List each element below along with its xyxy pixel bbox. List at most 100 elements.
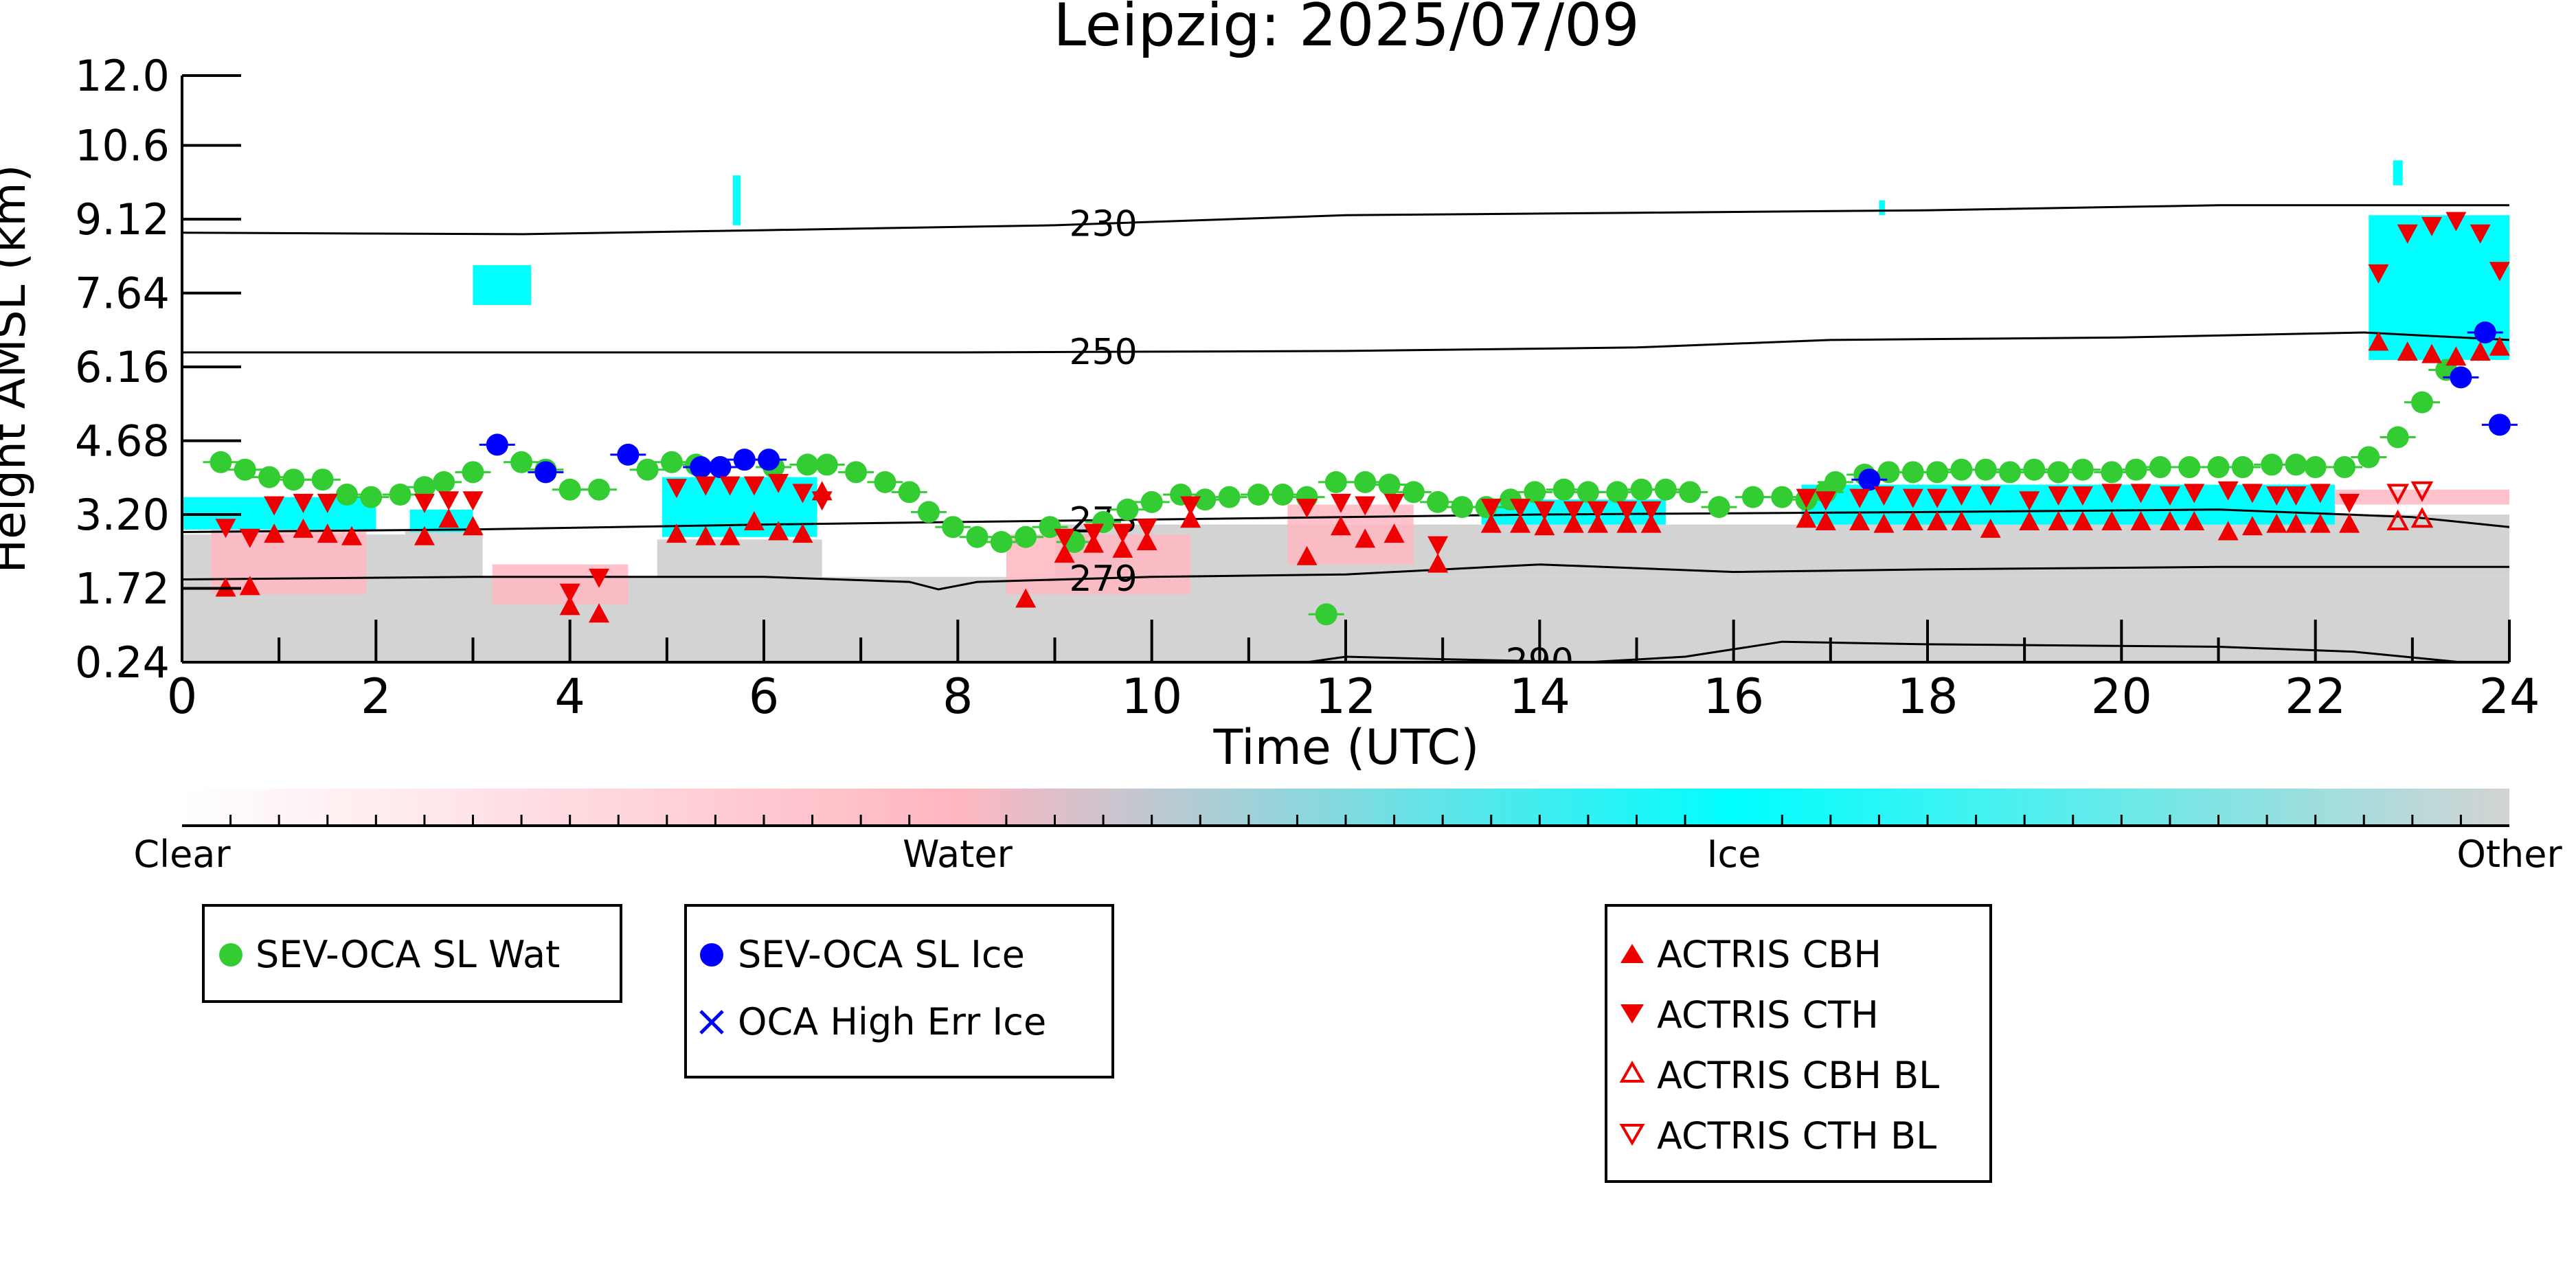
- legend-marker-oca-high-err-ice: [699, 1010, 724, 1035]
- point: [282, 468, 305, 491]
- point: [2047, 461, 2070, 484]
- point: [1378, 473, 1401, 496]
- point: [796, 453, 819, 476]
- point: [811, 491, 833, 511]
- point: [690, 456, 712, 479]
- contour-label-250: 250: [1069, 332, 1137, 373]
- legend-label-sev-oca-sl-wat: SEV-OCA SL Wat: [256, 933, 560, 976]
- point: [2019, 510, 2040, 530]
- point: [2241, 516, 2263, 536]
- point: [360, 486, 383, 508]
- contour-279: [182, 563, 2509, 591]
- x-tick-label: 24: [2478, 668, 2540, 725]
- point: [2368, 331, 2389, 351]
- point: [2159, 486, 2180, 506]
- point: [1741, 486, 1764, 508]
- point: [2266, 513, 2287, 533]
- point: [1355, 496, 1376, 516]
- x-axis-label: Time (UTC): [1213, 719, 1480, 776]
- data-series: [203, 212, 2518, 626]
- point: [486, 433, 508, 456]
- point: [2445, 212, 2467, 231]
- point: [1951, 510, 1972, 530]
- point: [758, 449, 780, 471]
- point: [1383, 523, 1405, 543]
- point: [1136, 519, 1157, 539]
- point: [588, 478, 611, 501]
- legend-ice: SEV-OCA SL Ice OCA High Err Ice: [684, 904, 1114, 1078]
- point: [1902, 488, 1923, 508]
- point: [510, 451, 533, 473]
- x-tick-label: 18: [1897, 668, 1958, 725]
- point: [341, 526, 363, 545]
- point: [293, 493, 314, 513]
- legend-box-wat: [202, 904, 622, 1003]
- point: [2217, 481, 2239, 501]
- point: [942, 516, 964, 539]
- point: [1112, 538, 1133, 558]
- point: [2421, 216, 2443, 236]
- point: [743, 476, 765, 496]
- point: [2309, 484, 2331, 504]
- point: [293, 518, 314, 538]
- point: [311, 468, 334, 491]
- point: [1980, 486, 2001, 506]
- series-actris-cth-bl: [2386, 481, 2434, 505]
- point: [2397, 224, 2418, 244]
- point: [1563, 501, 1584, 521]
- legend-label-actris-cbh: ACTRIS CBH: [1657, 933, 1882, 976]
- point: [2386, 484, 2410, 505]
- point: [1324, 471, 1347, 493]
- legend-box-actris: [1605, 904, 1992, 1183]
- point: [666, 479, 687, 499]
- point: [2101, 461, 2123, 484]
- point: [2266, 486, 2287, 506]
- point: [2231, 456, 2254, 479]
- point: [1480, 513, 1502, 533]
- point: [1630, 478, 1653, 501]
- point: [2488, 414, 2511, 436]
- point: [2474, 321, 2496, 343]
- point: [1616, 513, 1638, 533]
- point: [462, 516, 484, 536]
- contour-250: [182, 331, 2509, 354]
- point: [636, 458, 659, 481]
- region-water: [211, 529, 367, 595]
- point: [2386, 426, 2409, 449]
- point: [2470, 341, 2491, 361]
- point: [1824, 471, 1846, 493]
- legend-label-actris-cth: ACTRIS CTH: [1657, 993, 1879, 1037]
- x-tick-label: 14: [1509, 668, 1570, 725]
- point: [2130, 484, 2151, 504]
- x-tick-label: 4: [554, 668, 585, 725]
- point: [709, 456, 732, 479]
- point: [558, 478, 581, 501]
- point: [1136, 530, 1157, 550]
- series-actris-cbh-bl: [2386, 507, 2434, 530]
- x-tick-label: 16: [1703, 668, 1764, 725]
- point: [966, 526, 988, 548]
- point: [1218, 486, 1241, 508]
- series-sev-oca-sl-wat: [203, 359, 2465, 626]
- contour-label-230: 230: [1069, 203, 1137, 245]
- point: [1563, 513, 1584, 533]
- point: [2048, 486, 2069, 506]
- point: [1272, 484, 1294, 506]
- point: [1480, 499, 1502, 519]
- contour-label-279: 279: [1069, 558, 1137, 600]
- point: [1054, 528, 1075, 548]
- point: [1140, 490, 1163, 513]
- point: [2071, 458, 2094, 481]
- point: [589, 568, 610, 588]
- point: [874, 471, 896, 493]
- point: [1927, 510, 1948, 530]
- point: [1112, 523, 1133, 543]
- point: [2048, 510, 2069, 530]
- colorbar-label-other: Other: [2456, 833, 2562, 876]
- point: [1901, 461, 1924, 484]
- point: [2358, 446, 2380, 468]
- point: [2339, 513, 2360, 533]
- point: [1015, 526, 1037, 548]
- y-tick-label: 12.0: [75, 51, 170, 101]
- point: [1039, 516, 1061, 539]
